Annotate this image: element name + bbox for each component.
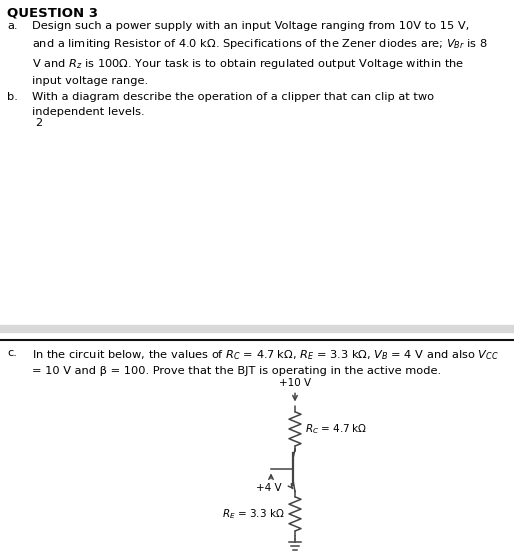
- Text: b.: b.: [7, 92, 18, 102]
- Text: With a diagram describe the operation of a clipper that can clip at two
independ: With a diagram describe the operation of…: [32, 92, 434, 117]
- Text: +4 V: +4 V: [256, 483, 282, 493]
- Text: 2: 2: [35, 118, 42, 128]
- Text: $R_C$ = 4.7 kΩ: $R_C$ = 4.7 kΩ: [305, 422, 368, 436]
- Text: $R_E$ = 3.3 kΩ: $R_E$ = 3.3 kΩ: [223, 507, 285, 521]
- Text: c.: c.: [7, 348, 17, 358]
- Text: QUESTION 3: QUESTION 3: [7, 6, 98, 19]
- Text: = 10 V and β = 100. Prove that the BJT is operating in the active mode.: = 10 V and β = 100. Prove that the BJT i…: [32, 366, 441, 375]
- Text: a.: a.: [7, 21, 17, 31]
- Text: In the circuit below, the values of $R_C$ = 4.7 kΩ, $R_E$ = 3.3 kΩ, $V_B$ = 4 V : In the circuit below, the values of $R_C…: [32, 348, 499, 362]
- Text: +10 V: +10 V: [279, 378, 311, 388]
- Text: Design such a power supply with an input Voltage ranging from 10V to 15 V,
and a: Design such a power supply with an input…: [32, 21, 488, 86]
